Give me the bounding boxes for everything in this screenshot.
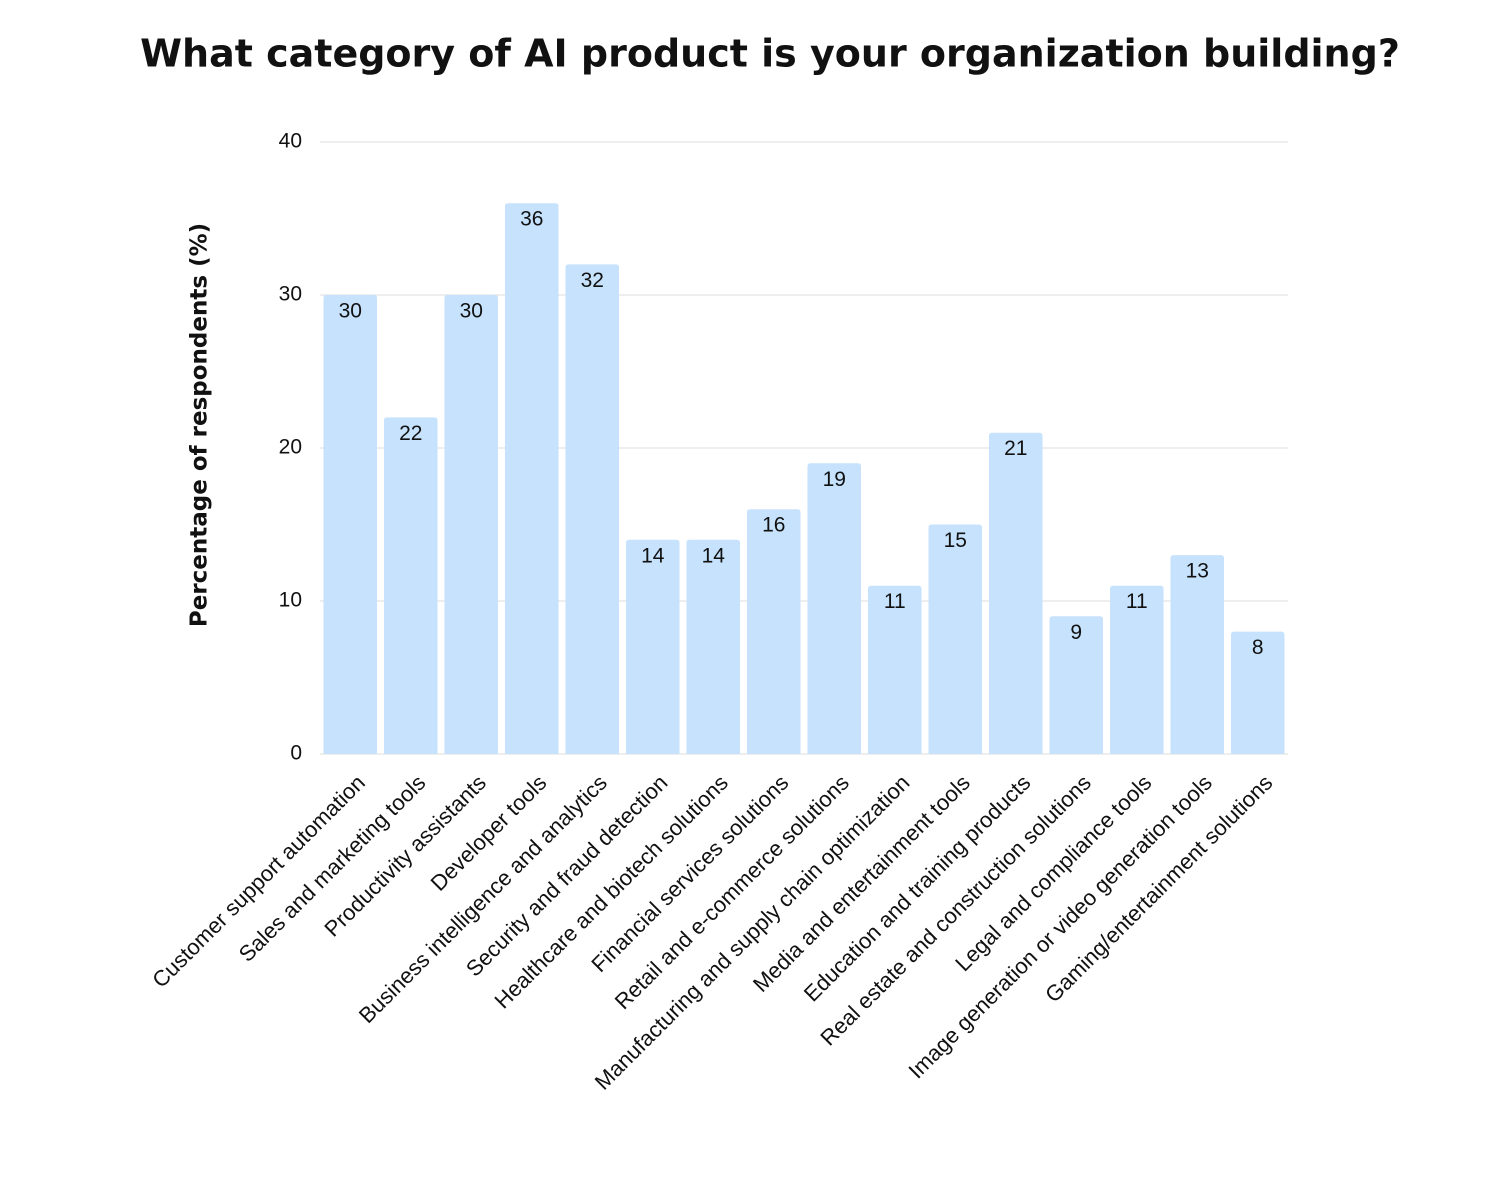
bar xyxy=(686,539,740,754)
y-axis-label: Percentage of respondents (%) xyxy=(187,223,213,627)
y-tick-label: 40 xyxy=(279,130,302,153)
bar xyxy=(1049,616,1103,754)
data-label: 11 xyxy=(1126,590,1148,613)
data-label: 16 xyxy=(762,514,785,537)
bar xyxy=(747,509,801,754)
bar xyxy=(928,524,982,754)
y-tick-label: 10 xyxy=(279,589,302,612)
data-label: 8 xyxy=(1252,636,1264,659)
data-label: 9 xyxy=(1070,621,1082,644)
bar xyxy=(1110,585,1164,754)
data-label: 13 xyxy=(1186,560,1209,583)
bar xyxy=(868,585,922,754)
data-label: 22 xyxy=(399,422,422,445)
bar xyxy=(323,295,377,754)
data-label: 19 xyxy=(823,468,846,491)
data-label: 32 xyxy=(581,269,604,292)
data-label: 14 xyxy=(702,544,726,567)
bar xyxy=(384,417,438,754)
bar xyxy=(1170,555,1224,754)
bar xyxy=(626,539,680,754)
data-label: 30 xyxy=(460,300,483,323)
y-tick-label: 20 xyxy=(279,436,302,459)
data-label: 14 xyxy=(641,544,665,567)
data-label: 11 xyxy=(884,590,906,613)
chart-title: What category of AI product is your orga… xyxy=(140,32,1400,76)
data-label: 15 xyxy=(944,529,967,552)
data-label: 21 xyxy=(1004,437,1027,460)
bar xyxy=(565,264,619,754)
data-label: 36 xyxy=(520,208,543,231)
bar xyxy=(807,463,861,754)
y-tick-label: 30 xyxy=(279,283,302,306)
data-label: 30 xyxy=(339,300,362,323)
bar xyxy=(989,432,1043,754)
bar xyxy=(505,203,559,754)
y-tick-label: 0 xyxy=(290,742,302,765)
bar xyxy=(444,295,498,754)
bar xyxy=(1231,631,1285,754)
